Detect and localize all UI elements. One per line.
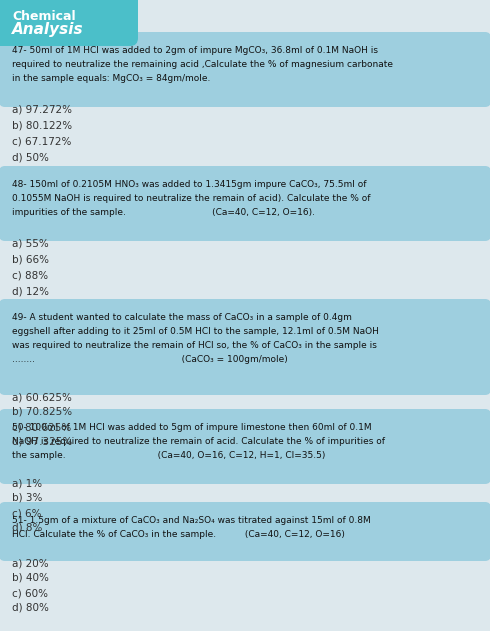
Text: b) 80.122%: b) 80.122% [12,120,72,130]
FancyBboxPatch shape [0,0,138,46]
Text: in the sample equals: MgCO₃ = 84gm/mole.: in the sample equals: MgCO₃ = 84gm/mole. [12,74,210,83]
Text: c) 67.172%: c) 67.172% [12,136,72,146]
Text: NaOH is required to neutralize the remain of acid. Calculate the % of impurities: NaOH is required to neutralize the remai… [12,437,385,446]
Text: Analysis: Analysis [12,22,84,37]
Text: d) 50%: d) 50% [12,152,49,162]
Text: 0.1055M NaOH is required to neutralize the remain of acid). Calculate the % of: 0.1055M NaOH is required to neutralize t… [12,194,370,203]
Text: c) 88%: c) 88% [12,270,48,280]
Text: was required to neutralize the remain of HCl so, the % of CaCO₃ in the sample is: was required to neutralize the remain of… [12,341,377,350]
Text: b) 70.825%: b) 70.825% [12,407,72,417]
FancyBboxPatch shape [0,409,490,484]
Text: 51- 1.5gm of a mixture of CaCO₃ and Na₂SO₄ was titrated against 15ml of 0.8M: 51- 1.5gm of a mixture of CaCO₃ and Na₂S… [12,516,371,525]
Text: b) 40%: b) 40% [12,573,49,583]
Text: ........                                                   (CaCO₃ = 100gm/mole): ........ (CaCO₃ = 100gm/mole) [12,355,288,364]
Text: a) 60.625%: a) 60.625% [12,392,72,402]
FancyBboxPatch shape [0,32,490,107]
Text: required to neutralize the remaining acid ,Calculate the % of magnesium carbonat: required to neutralize the remaining aci… [12,60,393,69]
Text: d) 80%: d) 80% [12,603,49,613]
FancyBboxPatch shape [0,166,490,241]
Text: d) 12%: d) 12% [12,286,49,296]
Text: c) 60%: c) 60% [12,588,48,598]
Text: a) 97.272%: a) 97.272% [12,104,72,114]
Text: eggshell after adding to it 25ml of 0.5M HCl to the sample, 12.1ml of 0.5M NaOH: eggshell after adding to it 25ml of 0.5M… [12,327,379,336]
FancyBboxPatch shape [0,299,490,395]
Text: the sample.                                (Ca=40, O=16, C=12, H=1, Cl=35.5): the sample. (Ca=40, O=16, C=12, H=1, Cl=… [12,451,325,460]
Text: Chemical: Chemical [12,10,75,23]
Text: b) 66%: b) 66% [12,254,49,264]
Text: a) 1%: a) 1% [12,478,42,488]
FancyBboxPatch shape [0,502,490,561]
Text: a) 55%: a) 55% [12,238,49,248]
Text: c) 80.625%: c) 80.625% [12,422,71,432]
Text: HCl. Calculate the % of CaCO₃ in the sample.          (Ca=40, C=12, O=16): HCl. Calculate the % of CaCO₃ in the sam… [12,530,345,539]
Text: 48- 150ml of 0.2105M HNO₃ was added to 1.3415gm impure CaCO₃, 75.5ml of: 48- 150ml of 0.2105M HNO₃ was added to 1… [12,180,367,189]
Text: a) 20%: a) 20% [12,558,49,568]
Text: b) 3%: b) 3% [12,493,42,503]
Text: d) 8%: d) 8% [12,523,42,533]
Text: d) 97.325%: d) 97.325% [12,437,72,447]
Text: c) 6%: c) 6% [12,508,42,518]
Text: 50- 100ml of 1M HCl was added to 5gm of impure limestone then 60ml of 0.1M: 50- 100ml of 1M HCl was added to 5gm of … [12,423,371,432]
Text: impurities of the sample.                              (Ca=40, C=12, O=16).: impurities of the sample. (Ca=40, C=12, … [12,208,315,217]
Text: 49- A student wanted to calculate the mass of CaCO₃ in a sample of 0.4gm: 49- A student wanted to calculate the ma… [12,313,352,322]
Text: 47- 50ml of 1M HCl was added to 2gm of impure MgCO₃, 36.8ml of 0.1M NaOH is: 47- 50ml of 1M HCl was added to 2gm of i… [12,46,378,55]
